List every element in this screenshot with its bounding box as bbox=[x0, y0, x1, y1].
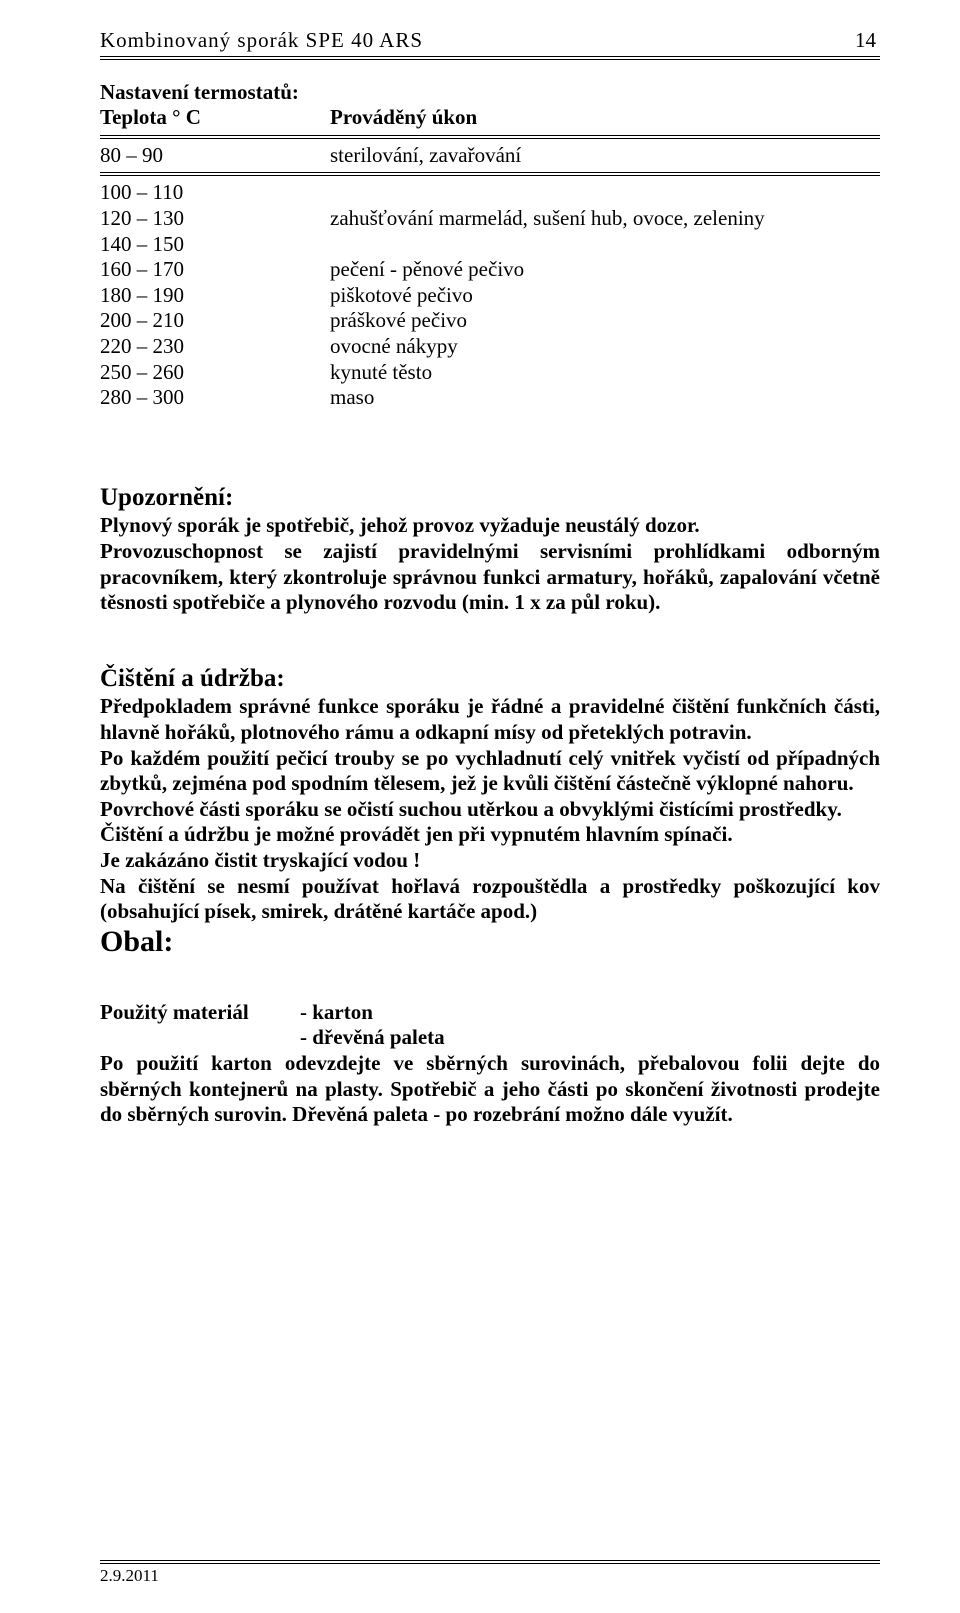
cell-temp: 80 – 90 bbox=[100, 143, 330, 169]
table-row: 160 – 170pečení - pěnové pečivo bbox=[100, 257, 880, 283]
packaging-p1: Po použití karton odevzdejte ve sběrných… bbox=[100, 1051, 880, 1128]
cell-task bbox=[330, 180, 880, 206]
cell-temp: 160 – 170 bbox=[100, 257, 330, 283]
material-label-empty bbox=[100, 1025, 300, 1051]
cell-task: maso bbox=[330, 385, 880, 411]
cleaning-p6: Na čištění se nesmí používat hořlavá roz… bbox=[100, 874, 880, 925]
material-value-1: - karton bbox=[300, 1000, 373, 1026]
material-label: Použitý materiál bbox=[100, 1000, 300, 1026]
cell-temp: 280 – 300 bbox=[100, 385, 330, 411]
cell-task: práškové pečivo bbox=[330, 308, 880, 334]
warning-title: Upozornění: bbox=[100, 483, 880, 514]
cleaning-p4: Čištění a údržbu je možné provádět jen p… bbox=[100, 822, 880, 848]
cleaning-title: Čištění a údržba: bbox=[100, 664, 880, 695]
header-page-number: 14 bbox=[855, 28, 880, 54]
table-row: 80 – 90 sterilování, zavařování bbox=[100, 143, 880, 169]
thermostat-title: Nastavení termostatů: bbox=[100, 80, 880, 106]
cleaning-p3: Povrchové části sporáku se očistí suchou… bbox=[100, 797, 880, 823]
thermostat-col-task: Prováděný úkon bbox=[330, 105, 880, 131]
table-row: 200 – 210práškové pečivo bbox=[100, 308, 880, 334]
cell-temp: 120 – 130 bbox=[100, 206, 330, 232]
material-row-2: - dřevěná paleta bbox=[100, 1025, 880, 1051]
cell-temp: 100 – 110 bbox=[100, 180, 330, 206]
cleaning-p2: Po každém použití pečicí trouby se po vy… bbox=[100, 746, 880, 797]
cell-temp: 250 – 260 bbox=[100, 360, 330, 386]
cell-task: piškotové pečivo bbox=[330, 283, 880, 309]
cell-task: ovocné nákypy bbox=[330, 334, 880, 360]
thermostat-header-row: Teplota ° C Prováděný úkon bbox=[100, 105, 880, 131]
table-row: 120 – 130zahušťování marmelád, sušení hu… bbox=[100, 206, 880, 232]
table-row: 220 – 230ovocné nákypy bbox=[100, 334, 880, 360]
packaging-title: Obal: bbox=[100, 925, 880, 958]
header-product: Kombinovaný sporák SPE 40 ARS bbox=[100, 28, 423, 54]
warning-p1: Plynový sporák je spotřebič, jehož provo… bbox=[100, 513, 880, 539]
table-row: 280 – 300maso bbox=[100, 385, 880, 411]
cleaning-p1: Předpokladem správné funkce sporáku je ř… bbox=[100, 694, 880, 745]
cell-task bbox=[330, 232, 880, 258]
cleaning-p5: Je zakázáno čistit tryskající vodou ! bbox=[100, 848, 880, 874]
footer-rule-bottom bbox=[100, 1563, 880, 1564]
material-value-2: - dřevěná paleta bbox=[300, 1025, 445, 1051]
cell-temp: 220 – 230 bbox=[100, 334, 330, 360]
cell-task: pečení - pěnové pečivo bbox=[330, 257, 880, 283]
table-row: 140 – 150 bbox=[100, 232, 880, 258]
footer-date: 2.9.2011 bbox=[100, 1566, 880, 1587]
cell-task: sterilování, zavařování bbox=[330, 143, 880, 169]
cell-task: kynuté těsto bbox=[330, 360, 880, 386]
warning-p2: Provozuschopnost se zajistí pravidelnými… bbox=[100, 539, 880, 616]
table-row: 180 – 190piškotové pečivo bbox=[100, 283, 880, 309]
table-row: 250 – 260kynuté těsto bbox=[100, 360, 880, 386]
table-row: 100 – 110 bbox=[100, 180, 880, 206]
cell-temp: 180 – 190 bbox=[100, 283, 330, 309]
material-row-1: Použitý materiál - karton bbox=[100, 1000, 880, 1026]
cell-task: zahušťování marmelád, sušení hub, ovoce,… bbox=[330, 206, 880, 232]
cell-temp: 140 – 150 bbox=[100, 232, 330, 258]
thermostat-col-temp: Teplota ° C bbox=[100, 105, 330, 131]
cell-temp: 200 – 210 bbox=[100, 308, 330, 334]
